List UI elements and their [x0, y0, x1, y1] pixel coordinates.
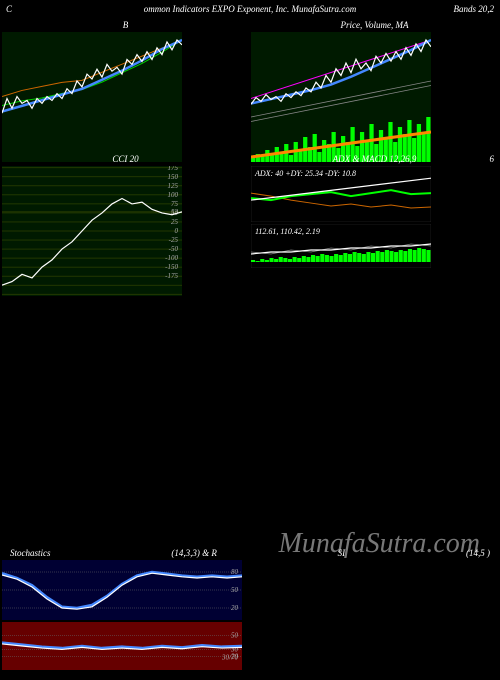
svg-text:0: 0 [175, 227, 179, 235]
svg-text:20: 20 [231, 604, 239, 612]
mid-row: CCI 20 175150125100755350250-25-50-100-1… [0, 164, 500, 298]
panel-cci: CCI 20 175150125100755350250-25-50-100-1… [2, 166, 249, 296]
panel-price: Price, Volume, MA [251, 32, 498, 162]
rsi-params: (14,5 ) [466, 548, 490, 558]
chart-adx: ADX: 40 +DY: 25.34 -DY: 10.8 [251, 166, 431, 222]
chart-macd: 112.61, 110.42, 2.19 [251, 224, 431, 268]
chart-stochastics: 805020 [2, 560, 242, 620]
header-title: ommon Indicators EXPO Exponent, Inc. Mun… [144, 4, 356, 14]
svg-text:-175: -175 [165, 272, 178, 280]
svg-text:175: 175 [168, 166, 179, 172]
svg-text:125: 125 [168, 182, 179, 190]
stoch-title-row: Stochastics (14,3,3) & R SI (14,5 ) [2, 548, 498, 560]
stoch-params: (14,3,3) & R [171, 548, 217, 558]
bottom-section: Stochastics (14,3,3) & R SI (14,5 ) 8050… [2, 548, 498, 670]
svg-text:100: 100 [168, 191, 179, 199]
panel-cci-title: CCI 20 [2, 154, 249, 164]
svg-text:150: 150 [168, 173, 179, 181]
svg-text:50: 50 [231, 632, 239, 640]
chart-cci: 175150125100755350250-25-50-100-150-175 [2, 166, 182, 296]
svg-text:-50: -50 [169, 245, 179, 253]
svg-text:50: 50 [231, 586, 239, 594]
bands-label: Bands 20,2 [454, 4, 495, 14]
svg-text:30/70: 30/70 [221, 653, 238, 661]
svg-text:112.61, 110.42, 2.19: 112.61, 110.42, 2.19 [255, 227, 320, 236]
panel-adx-title: ADX & MACD 12,26,9 [251, 154, 498, 164]
chart-rsi: 50302030/70 [2, 622, 242, 670]
panel-adx-macd: ADX & MACD 12,26,9 6 ADX: 40 +DY: 25.34 … [251, 166, 498, 296]
top-row: B Price, Volume, MA [0, 30, 500, 164]
svg-text:-150: -150 [165, 263, 178, 271]
si-label: SI [338, 548, 346, 558]
panel-b: B [2, 32, 249, 162]
chart-price [251, 32, 431, 162]
chart-b [2, 32, 182, 162]
svg-text:25: 25 [171, 218, 179, 226]
svg-text:-25: -25 [169, 236, 179, 244]
header-tag: C [6, 4, 12, 14]
stoch-label: Stochastics [10, 548, 51, 558]
svg-text:75: 75 [171, 200, 179, 208]
panel-b-title: B [2, 20, 249, 30]
panel-price-title: Price, Volume, MA [251, 20, 498, 30]
svg-text:ADX: 40 +DY: 25.34 -DY: 10.8: ADX: 40 +DY: 25.34 -DY: 10.8 [254, 169, 356, 178]
svg-text:-100: -100 [165, 254, 178, 262]
page-header: C ommon Indicators EXPO Exponent, Inc. M… [0, 0, 500, 18]
